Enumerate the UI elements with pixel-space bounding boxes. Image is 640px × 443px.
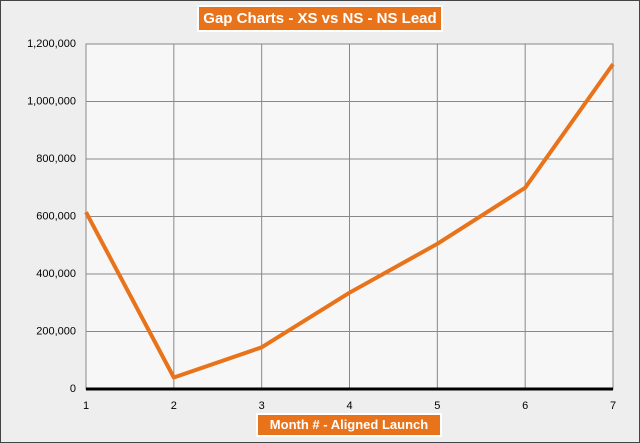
y-tick-label: 1,000,000 [27,95,76,107]
x-tick-label: 7 [610,400,616,412]
y-tick-label: 0 [70,383,76,395]
x-tick-label: 5 [434,400,440,412]
y-tick-label: 800,000 [36,153,76,165]
x-tick-label: 3 [259,400,265,412]
x-axis-label: Month # - Aligned Launch [270,417,428,432]
x-tick-label: 1 [83,400,89,412]
x-tick-label: 2 [171,400,177,412]
x-tick-label: 4 [346,400,352,412]
title-box [197,5,443,32]
chart-title: Gap Charts - XS vs NS - NS Lead [203,10,436,27]
x-label-box [256,413,442,437]
y-tick-label: 600,000 [36,210,76,222]
line [84,62,615,380]
y-tick-label: 200,000 [36,325,76,337]
y-tick-label: 1,200,000 [27,38,76,50]
x-tick-label: 6 [522,400,528,412]
y-tick-label: 400,000 [36,268,76,280]
